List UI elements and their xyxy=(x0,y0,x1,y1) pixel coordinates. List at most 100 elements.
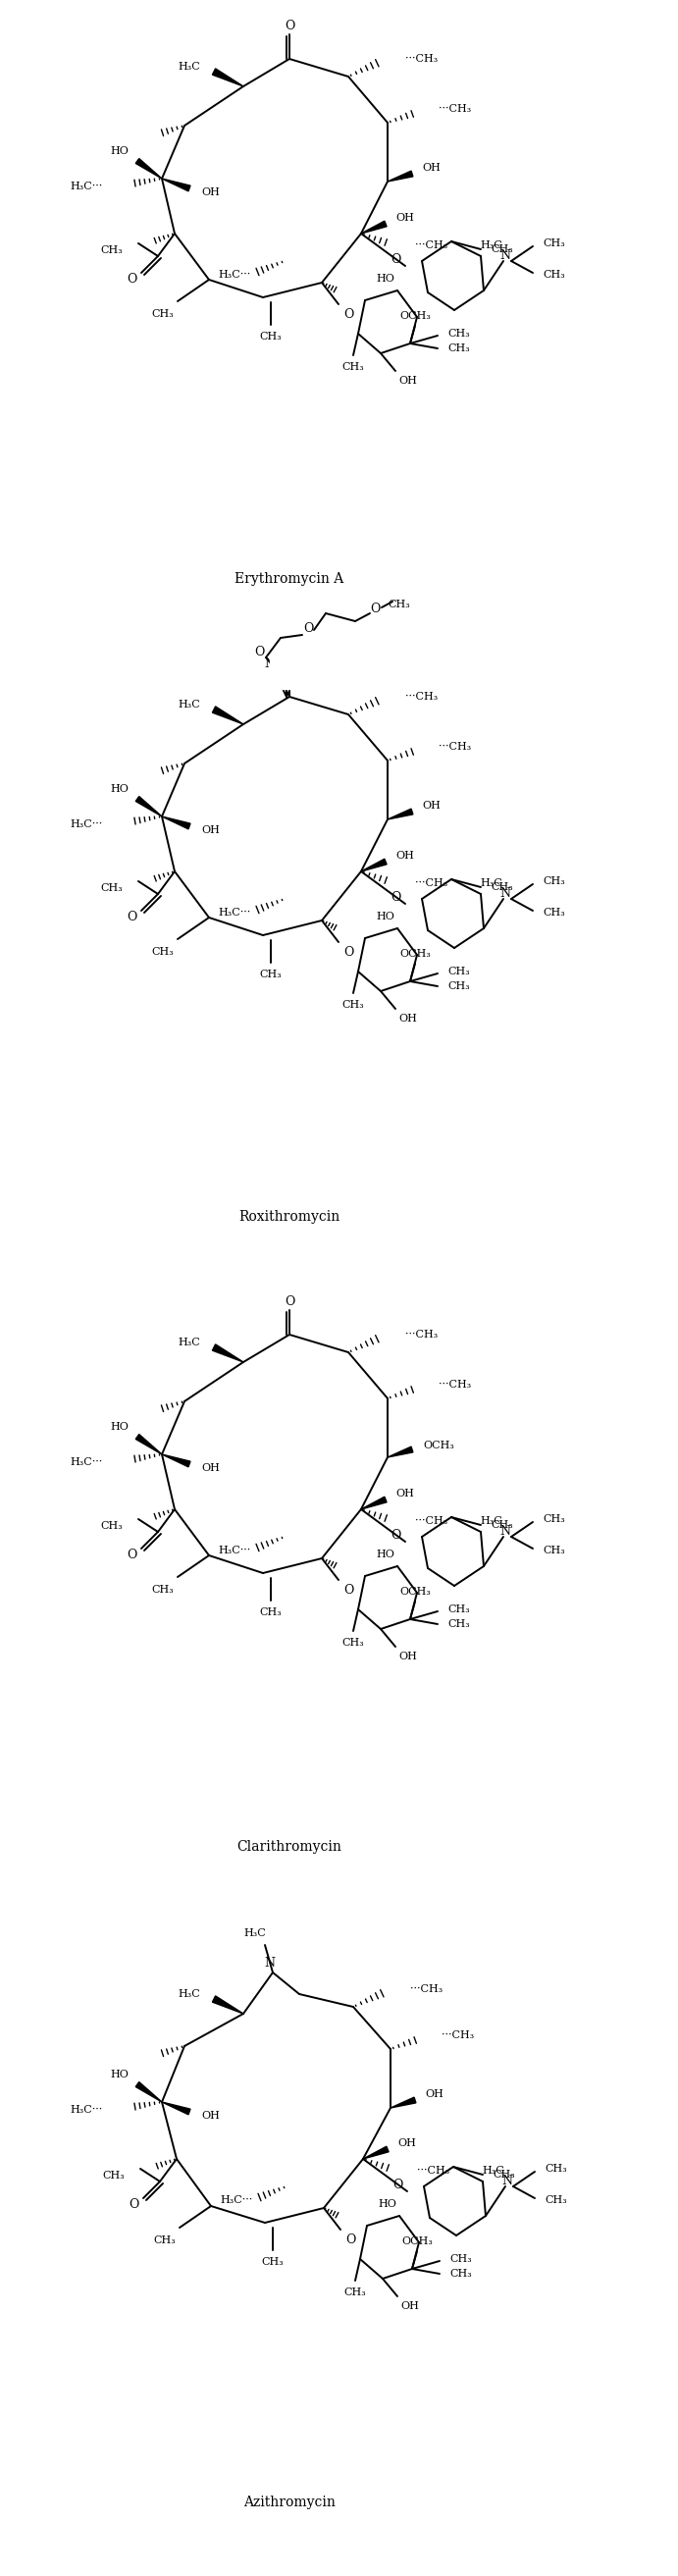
Text: CH₃: CH₃ xyxy=(262,2257,284,2267)
Text: CH₃: CH₃ xyxy=(260,332,282,343)
Text: OH: OH xyxy=(425,2089,444,2099)
Polygon shape xyxy=(162,817,191,829)
Text: O: O xyxy=(284,18,294,31)
Text: ···CH₃: ···CH₃ xyxy=(415,1517,447,1525)
Text: OH: OH xyxy=(396,850,414,860)
Text: CH₃: CH₃ xyxy=(448,1620,471,1628)
Text: CH₃: CH₃ xyxy=(450,2269,473,2280)
Text: CH₃: CH₃ xyxy=(450,2254,473,2264)
Polygon shape xyxy=(212,706,243,724)
Text: OH: OH xyxy=(422,162,441,173)
Text: CH₃: CH₃ xyxy=(342,1638,364,1649)
Text: O: O xyxy=(343,1584,353,1597)
Text: OH: OH xyxy=(422,801,441,811)
Text: H₃C: H₃C xyxy=(178,62,201,72)
Text: HO: HO xyxy=(376,1551,395,1558)
Polygon shape xyxy=(136,796,162,817)
Polygon shape xyxy=(212,1996,243,2014)
Text: HO: HO xyxy=(378,2200,397,2210)
Text: OH: OH xyxy=(398,2138,416,2148)
Text: H₃C: H₃C xyxy=(178,1337,201,1347)
Text: CH₃: CH₃ xyxy=(388,600,410,611)
Text: ···CH₃: ···CH₃ xyxy=(405,1329,438,1340)
Text: H₃C···: H₃C··· xyxy=(71,180,103,191)
Text: O: O xyxy=(370,603,380,616)
Text: CH₃: CH₃ xyxy=(448,981,471,992)
Text: O: O xyxy=(391,252,401,265)
Text: CH₃: CH₃ xyxy=(152,309,174,319)
Text: H₃C: H₃C xyxy=(178,701,201,708)
Text: OCH₃: OCH₃ xyxy=(423,1440,454,1450)
Text: ···CH₃: ···CH₃ xyxy=(410,1984,443,1994)
Text: ···CH₃: ···CH₃ xyxy=(405,54,438,64)
Text: H₃C···: H₃C··· xyxy=(71,819,103,829)
Text: OH: OH xyxy=(201,188,220,198)
Polygon shape xyxy=(361,1497,386,1510)
Text: O: O xyxy=(128,2200,138,2210)
Polygon shape xyxy=(363,2146,388,2159)
Text: N: N xyxy=(500,250,511,263)
Text: H₃C: H₃C xyxy=(178,1989,201,1999)
Text: HO: HO xyxy=(111,2069,129,2079)
Text: CH₃: CH₃ xyxy=(543,1546,565,1556)
Polygon shape xyxy=(212,70,243,88)
Text: ···CH₃: ···CH₃ xyxy=(415,878,447,889)
Text: OCH₃: OCH₃ xyxy=(399,1587,431,1597)
Text: ···CH₃: ···CH₃ xyxy=(439,103,471,113)
Text: CH₃: CH₃ xyxy=(344,2287,366,2298)
Text: H₃C: H₃C xyxy=(481,878,502,889)
Text: H₃C: H₃C xyxy=(244,1929,266,1937)
Text: O: O xyxy=(254,647,264,659)
Text: O: O xyxy=(391,891,401,904)
Text: CH₃: CH₃ xyxy=(260,969,282,979)
Text: CH₃: CH₃ xyxy=(543,1515,565,1525)
Polygon shape xyxy=(136,160,162,178)
Text: CH₃: CH₃ xyxy=(101,245,123,255)
Polygon shape xyxy=(388,170,413,180)
Text: O: O xyxy=(391,1528,401,1540)
Text: CH₃: CH₃ xyxy=(543,876,565,886)
Text: N: N xyxy=(502,2174,513,2187)
Text: CH₃: CH₃ xyxy=(543,270,565,281)
Text: OCH₃: OCH₃ xyxy=(401,2236,433,2246)
Text: O: O xyxy=(126,1548,136,1561)
Text: O: O xyxy=(284,657,294,670)
Text: OH: OH xyxy=(201,824,220,835)
Text: H₃C: H₃C xyxy=(481,240,502,250)
Text: CH₃: CH₃ xyxy=(543,240,565,247)
Text: ···CH₃: ···CH₃ xyxy=(439,742,471,752)
Text: HO: HO xyxy=(111,147,129,157)
Polygon shape xyxy=(162,178,191,191)
Text: H₃C···: H₃C··· xyxy=(218,1546,251,1556)
Text: OH: OH xyxy=(396,214,414,222)
Polygon shape xyxy=(388,809,413,819)
Polygon shape xyxy=(136,2081,162,2102)
Text: CH₃: CH₃ xyxy=(493,2169,515,2179)
Text: O: O xyxy=(343,307,353,319)
Polygon shape xyxy=(136,1435,162,1455)
Text: OH: OH xyxy=(399,1015,418,1023)
Text: Azithromycin: Azithromycin xyxy=(243,2496,336,2509)
Polygon shape xyxy=(391,2097,416,2107)
Polygon shape xyxy=(162,1455,191,1466)
Text: CH₃: CH₃ xyxy=(102,2172,125,2179)
Text: N: N xyxy=(264,657,275,670)
Text: HO: HO xyxy=(111,783,129,793)
Text: CH₃: CH₃ xyxy=(448,343,471,353)
Text: Roxithromycin: Roxithromycin xyxy=(239,1211,340,1224)
Text: CH₃: CH₃ xyxy=(152,948,174,956)
Text: Erythromycin A: Erythromycin A xyxy=(235,572,344,585)
Text: HO: HO xyxy=(376,912,395,922)
Text: CH₃: CH₃ xyxy=(152,1584,174,1595)
Text: N: N xyxy=(500,1525,511,1538)
Bar xyxy=(277,652,298,665)
Text: OH: OH xyxy=(401,2300,420,2311)
Text: CH₃: CH₃ xyxy=(448,966,471,976)
Text: CH₃: CH₃ xyxy=(101,1520,123,1530)
Text: ···CH₃: ···CH₃ xyxy=(441,2030,474,2040)
Bar xyxy=(270,657,309,688)
Text: CH₃: CH₃ xyxy=(545,2195,567,2205)
Text: CH₃: CH₃ xyxy=(154,2236,176,2246)
Text: O: O xyxy=(345,2233,355,2246)
Text: O: O xyxy=(303,621,313,634)
